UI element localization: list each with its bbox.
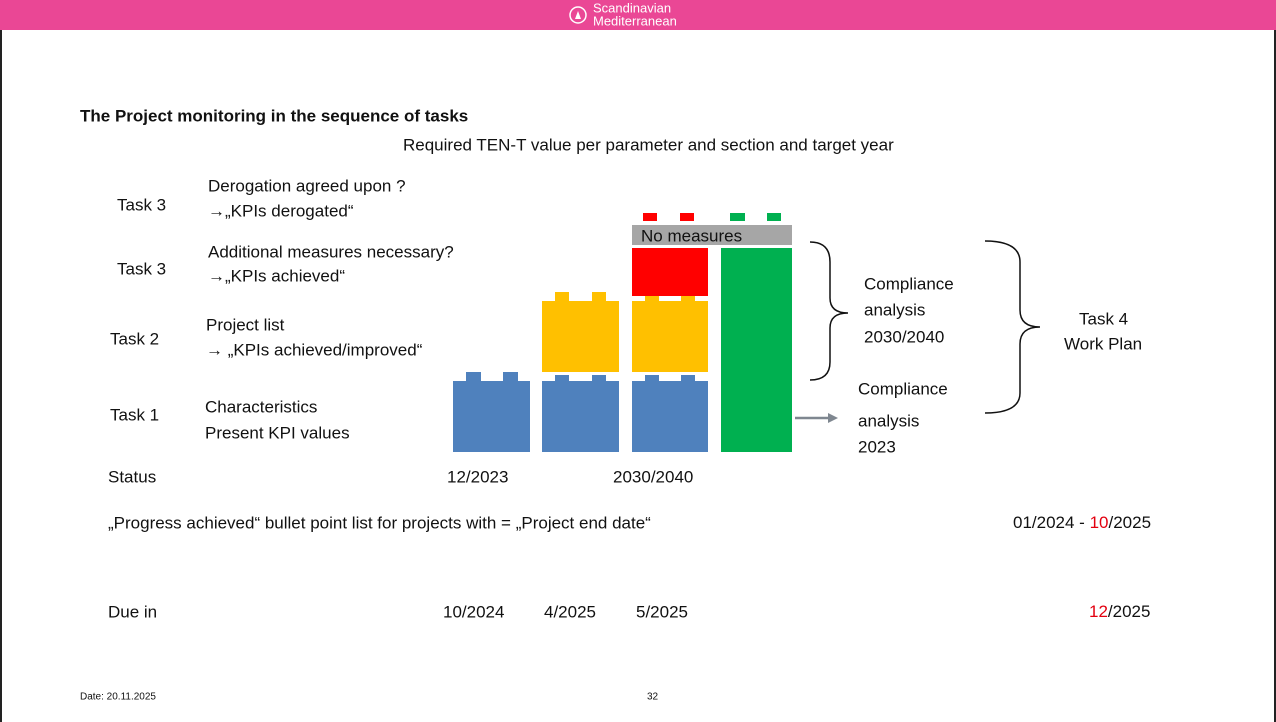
task-label: Task 3	[117, 259, 166, 278]
stud	[681, 296, 695, 301]
stud	[466, 372, 481, 381]
page-number: 32	[647, 692, 659, 703]
block-yellow	[542, 301, 619, 372]
task-text: →„KPIs derogated“	[208, 201, 354, 220]
stud	[730, 213, 745, 221]
task-text: Additional measures necessary?	[208, 242, 454, 261]
due-final: 12/2025	[1089, 602, 1150, 621]
stud	[503, 372, 518, 381]
due-date: 4/2025	[544, 602, 596, 621]
no-measures: No measures	[641, 226, 742, 245]
stud	[592, 292, 606, 301]
compliance-text: Compliance	[864, 274, 954, 293]
task-text: Derogation agreed upon ?	[208, 176, 406, 195]
compliance-text: analysis	[858, 411, 919, 430]
block-blue	[453, 381, 530, 452]
block-green	[721, 248, 792, 452]
task-text: Present KPI values	[205, 423, 350, 442]
progress-text: „Progress achieved“ bullet point list fo…	[108, 513, 651, 532]
block-yellow	[632, 301, 708, 372]
period-part: 01/2024 -	[1013, 513, 1090, 532]
date-part: 12	[1089, 602, 1108, 621]
due-label: Due in	[108, 602, 157, 621]
stud	[592, 375, 606, 381]
progress-period: 01/2024 - 10/2025	[1013, 513, 1151, 532]
subtitle: Required TEN-T value per parameter and s…	[403, 135, 894, 154]
compliance-text: Compliance	[858, 379, 948, 398]
status-date: 2030/2040	[613, 467, 693, 486]
slide: Scandinavian Mediterranean The Project m…	[0, 0, 1276, 722]
stud	[767, 213, 781, 221]
compliance-text: 2023	[858, 437, 896, 456]
task-label: Task 1	[110, 405, 159, 424]
title: The Project monitoring in the sequence o…	[80, 106, 468, 125]
due-date: 10/2024	[443, 602, 504, 621]
work-plan: Work Plan	[1064, 334, 1142, 353]
compliance-text: analysis	[864, 300, 925, 319]
task-label: Task 3	[117, 195, 166, 214]
due-date: 5/2025	[636, 602, 688, 621]
task-label: Task 2	[110, 329, 159, 348]
stud	[645, 296, 659, 301]
task-text: →„KPIs achieved“	[208, 266, 345, 285]
block-red	[632, 248, 708, 296]
stud	[555, 292, 569, 301]
stud	[680, 213, 694, 221]
stud	[681, 375, 695, 381]
status-date: 12/2023	[447, 467, 508, 486]
logo-text: Mediterranean	[593, 13, 677, 28]
task-text: Project list	[206, 315, 285, 334]
task-text: Characteristics	[205, 397, 317, 416]
period-part: 10	[1090, 513, 1109, 532]
footer-date: Date: 20.11.2025	[80, 692, 156, 703]
work-plan: Task 4	[1079, 309, 1128, 328]
task-text: → „KPIs achieved/improved“	[206, 340, 423, 359]
block-blue	[542, 381, 619, 452]
block-blue	[632, 381, 708, 452]
date-part: /2025	[1108, 602, 1151, 621]
stud	[555, 375, 569, 381]
stud	[645, 375, 659, 381]
period-part: /2025	[1108, 513, 1151, 532]
compliance-text: 2030/2040	[864, 327, 944, 346]
stud	[643, 213, 657, 221]
status-label: Status	[108, 467, 156, 486]
